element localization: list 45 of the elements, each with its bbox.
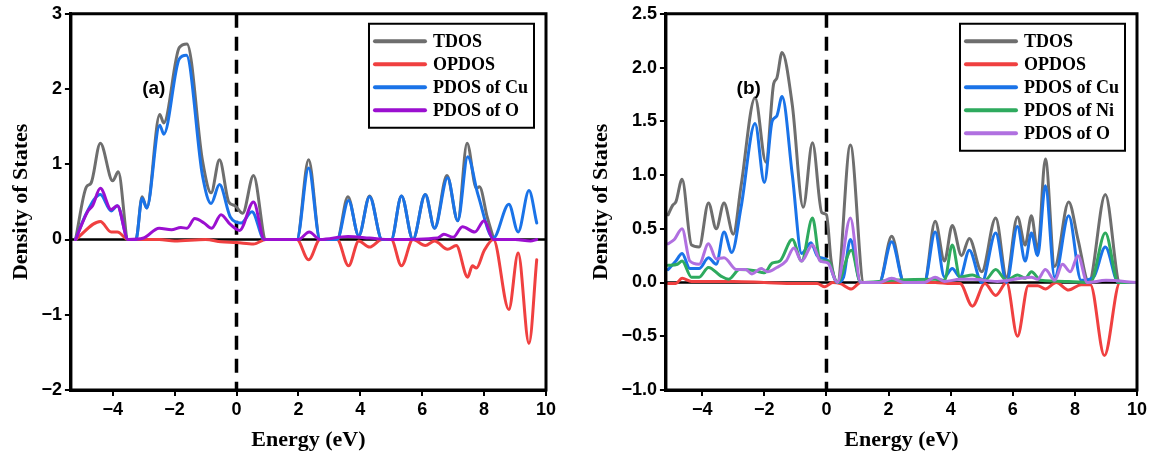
legend-label: PDOS of Cu xyxy=(432,76,529,97)
legend-label: OPDOS xyxy=(1023,53,1087,74)
y-tick-label: 0.5 xyxy=(631,217,657,238)
y-tick-label: 1 xyxy=(51,153,62,174)
y-tick-label: 2.0 xyxy=(631,56,657,77)
x-tick-label: −2 xyxy=(754,398,775,419)
legend-label: PDOS of Cu xyxy=(1023,76,1120,97)
y-axis-title: Density of States xyxy=(586,123,612,281)
x-tick-label: 2 xyxy=(883,398,894,419)
legend-label: OPDOS xyxy=(432,53,496,74)
y-tick-label: 0 xyxy=(51,228,62,249)
legend-label: PDOS of O xyxy=(432,99,520,120)
y-tick-label: 2.5 xyxy=(631,2,657,23)
legend-label: TDOS xyxy=(432,30,483,51)
y-tick-label: 0.0 xyxy=(631,271,657,292)
x-tick-label: −2 xyxy=(164,398,185,419)
x-tick-label: 8 xyxy=(1069,398,1080,419)
y-tick-label: −1.0 xyxy=(621,378,657,399)
x-tick-label: 4 xyxy=(355,398,366,419)
x-tick-label: 6 xyxy=(1007,398,1018,419)
y-tick-label: 3 xyxy=(51,2,62,23)
x-axis-title: Energy (eV) xyxy=(844,426,959,452)
annotation: (a) xyxy=(142,77,166,99)
x-tick-label: 2 xyxy=(293,398,304,419)
y-tick-label: −2 xyxy=(41,378,62,399)
x-tick-label: 10 xyxy=(1126,398,1148,419)
y-tick-label: 1.0 xyxy=(631,164,657,184)
y-tick-label: 2 xyxy=(51,78,62,99)
x-tick-label: −4 xyxy=(102,398,123,419)
x-tick-label: 6 xyxy=(417,398,428,419)
y-axis-title: Density of States xyxy=(6,123,32,281)
x-tick-label: −4 xyxy=(692,398,713,419)
y-tick-label: −0.5 xyxy=(621,325,657,346)
y-tick-label: 1.5 xyxy=(631,110,657,131)
x-tick-label: 0 xyxy=(821,398,832,419)
legend-label: PDOS of O xyxy=(1023,122,1111,143)
x-tick-label: 4 xyxy=(945,398,956,419)
legend-label: PDOS of Ni xyxy=(1023,99,1114,120)
x-tick-label: 8 xyxy=(479,398,490,419)
annotation: (b) xyxy=(736,77,761,99)
x-axis-title: Energy (eV) xyxy=(251,426,366,452)
x-tick-label: 0 xyxy=(231,398,242,419)
y-tick-label: −1 xyxy=(41,303,62,324)
x-tick-label: 10 xyxy=(535,398,557,419)
legend-label: TDOS xyxy=(1023,30,1074,51)
